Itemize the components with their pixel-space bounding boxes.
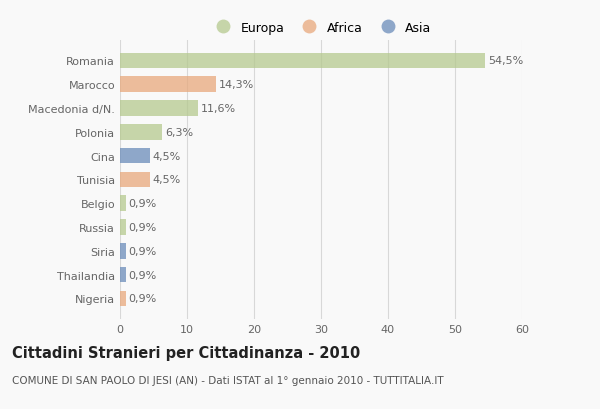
Text: 0,9%: 0,9% xyxy=(129,246,157,256)
Bar xyxy=(120,196,126,211)
Bar xyxy=(120,172,150,188)
Text: 0,9%: 0,9% xyxy=(129,270,157,280)
Text: 6,3%: 6,3% xyxy=(165,128,193,137)
Text: 54,5%: 54,5% xyxy=(488,56,523,66)
Bar xyxy=(120,54,485,69)
Bar xyxy=(120,267,126,283)
Text: Cittadini Stranieri per Cittadinanza - 2010: Cittadini Stranieri per Cittadinanza - 2… xyxy=(12,346,360,361)
Text: 0,9%: 0,9% xyxy=(129,199,157,209)
Bar xyxy=(120,243,126,259)
Text: 14,3%: 14,3% xyxy=(218,80,254,90)
Text: 4,5%: 4,5% xyxy=(153,175,181,185)
Bar xyxy=(120,77,216,93)
Text: 4,5%: 4,5% xyxy=(153,151,181,161)
Legend: Europa, Africa, Asia: Europa, Africa, Asia xyxy=(205,16,436,40)
Text: 0,9%: 0,9% xyxy=(129,294,157,303)
Bar xyxy=(120,291,126,306)
Bar xyxy=(120,220,126,235)
Text: 11,6%: 11,6% xyxy=(200,104,236,114)
Bar xyxy=(120,101,198,117)
Text: 0,9%: 0,9% xyxy=(129,222,157,232)
Bar xyxy=(120,148,150,164)
Text: COMUNE DI SAN PAOLO DI JESI (AN) - Dati ISTAT al 1° gennaio 2010 - TUTTITALIA.IT: COMUNE DI SAN PAOLO DI JESI (AN) - Dati … xyxy=(12,375,443,385)
Bar xyxy=(120,125,162,140)
